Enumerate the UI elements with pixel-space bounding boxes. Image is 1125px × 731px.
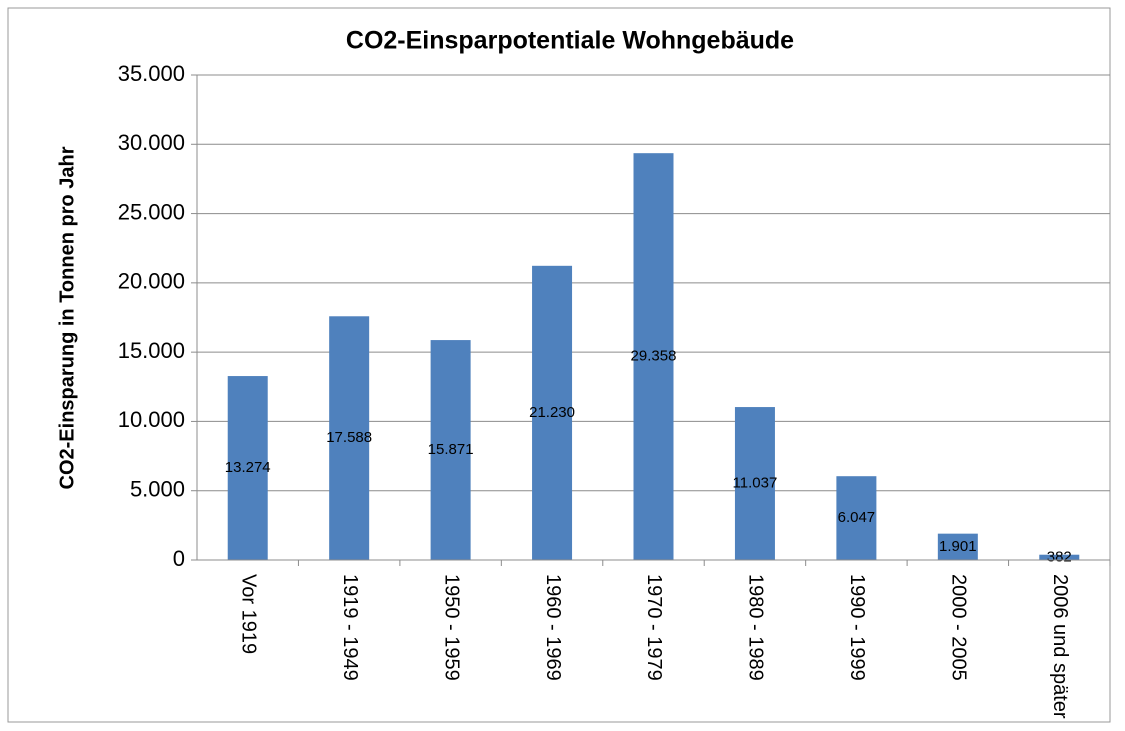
x-tick-label: 1980 - 1989 <box>745 574 767 681</box>
x-tick-label: Vor 1919 <box>237 574 259 654</box>
data-label: 6.047 <box>838 509 876 526</box>
x-tick-label: 2000 - 2005 <box>948 574 970 681</box>
chart-title: CO2-Einsparpotentiale Wohngebäude <box>346 27 794 55</box>
data-label: 21.230 <box>529 404 575 421</box>
bar <box>633 153 674 560</box>
y-tick-label: 20.000 <box>118 269 185 294</box>
x-tick-label: 1970 - 1979 <box>643 574 665 681</box>
x-tick-label: 1950 - 1959 <box>440 574 462 681</box>
y-tick-label: 0 <box>173 546 185 571</box>
bar <box>430 340 471 560</box>
bar <box>937 533 978 560</box>
bar <box>1039 554 1080 560</box>
y-tick-label: 30.000 <box>118 130 185 155</box>
data-label: 1.901 <box>939 538 977 555</box>
y-axis-label: CO2-Einsparung in Tonnen pro Jahr <box>56 146 78 489</box>
data-label: 29.358 <box>631 348 677 365</box>
x-tick-label: 1960 - 1969 <box>542 574 564 681</box>
y-tick-label: 5.000 <box>130 477 185 502</box>
data-label: 11.037 <box>733 474 778 491</box>
y-tick-label: 25.000 <box>118 199 185 224</box>
y-tick-label: 15.000 <box>118 338 185 363</box>
bar <box>532 265 573 560</box>
data-label: 17.588 <box>326 429 372 446</box>
x-tick-label: 1919 - 1949 <box>339 574 361 681</box>
data-label: 382 <box>1047 548 1072 565</box>
data-label: 13.274 <box>225 459 271 476</box>
y-tick-label: 10.000 <box>118 407 185 432</box>
bar <box>227 376 268 560</box>
bar <box>836 476 877 560</box>
bar <box>734 407 775 560</box>
x-tick-label: 2006 und später <box>1049 574 1071 719</box>
y-tick-label: 35.000 <box>118 61 185 86</box>
data-label: 15.871 <box>428 441 474 458</box>
bar <box>329 316 370 560</box>
x-tick-label: 1990 - 1999 <box>846 574 868 681</box>
